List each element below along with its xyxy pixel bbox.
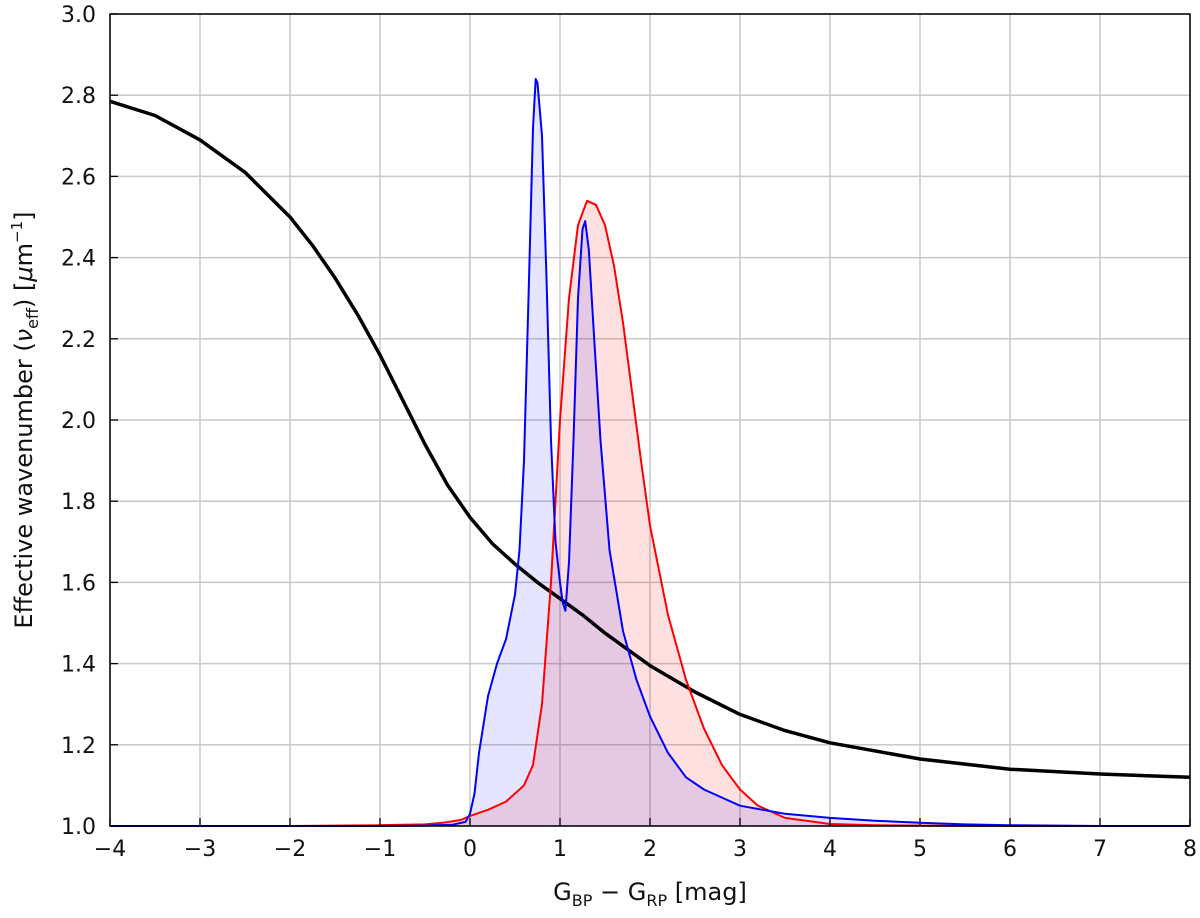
y-tick-label: 1.8 [61,490,96,515]
x-tick-label: −2 [274,837,306,862]
x-tick-label: −3 [184,837,216,862]
y-tick-label: 1.4 [61,653,96,678]
x-tick-label: 3 [733,837,747,862]
series-line-1 [110,199,1190,827]
x-tick-label: 7 [1093,837,1107,862]
y-tick-label: 1.2 [61,734,96,759]
series-fills [110,79,1190,827]
x-tick-label: −4 [94,837,126,862]
x-tick-label: 8 [1183,837,1197,862]
series-fill-1 [110,200,1190,827]
y-tick-label: 2.0 [61,409,96,434]
x-tick-label: 4 [823,837,837,862]
y-tick-label: 2.6 [61,165,96,190]
grid [109,13,1191,827]
ticks: −4 −3 −2 −1 0 1 2 3 4 5 6 7 8 1.0 1.2 1.4 1.6 1.8 2.0 2.2 2.… [61,3,1197,862]
x-axis-label: GBP − GRP [mag] [553,878,747,910]
y-tick-label: 1.0 [61,815,96,840]
x-tick-label: 2 [643,837,657,862]
series-line-0 [109,99,1191,780]
x-tick-label: 5 [913,837,927,862]
x-tick-label: −1 [364,837,396,862]
y-tick-label: 3.0 [61,3,96,28]
series-line-2 [110,78,1190,827]
y-axis-label: Effective wavenumber (νeff) [μm−1] [8,211,42,628]
x-tick-label: 6 [1003,837,1017,862]
x-tick-label: 0 [463,837,477,862]
y-tick-label: 1.6 [61,571,96,596]
series-lines [109,78,1191,827]
y-tick-label: 2.8 [61,84,96,109]
y-tick-label: 2.2 [61,328,96,353]
x-tick-label: 1 [553,837,567,862]
y-tick-label: 2.4 [61,247,96,272]
